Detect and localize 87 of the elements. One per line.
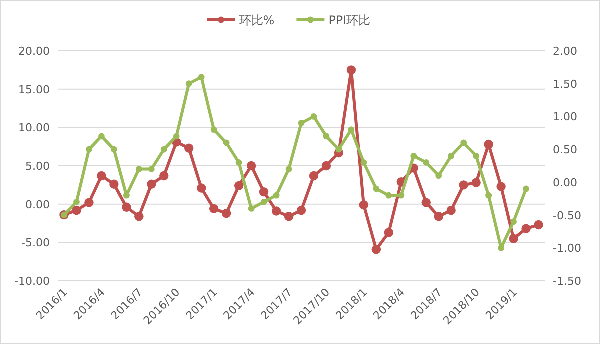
point	[160, 171, 169, 181]
point	[122, 202, 132, 212]
y2-tick-label: 1.50	[553, 78, 578, 91]
point	[336, 146, 342, 153]
point	[134, 212, 144, 222]
point	[234, 181, 244, 191]
point	[197, 184, 206, 193]
y-tick-label: 20.00	[18, 45, 50, 58]
point	[322, 161, 332, 171]
point	[209, 204, 219, 214]
point	[72, 206, 82, 216]
point	[523, 186, 530, 192]
point	[222, 208, 232, 218]
point	[123, 192, 130, 199]
point	[498, 244, 504, 252]
y2-tick-label: 0.50	[553, 144, 578, 157]
y-tick-label: 10.00	[18, 122, 50, 135]
point	[184, 144, 194, 153]
point	[323, 133, 330, 140]
point	[310, 114, 318, 120]
point	[473, 152, 480, 160]
point	[248, 206, 255, 212]
point	[486, 192, 492, 199]
point	[509, 234, 518, 244]
point	[86, 146, 92, 153]
point	[260, 198, 268, 206]
point	[346, 66, 356, 75]
point	[97, 171, 106, 181]
point	[398, 192, 405, 199]
point	[309, 171, 319, 181]
point	[284, 212, 294, 222]
point	[373, 186, 380, 192]
y-tick-label: 5.00	[26, 160, 50, 173]
y-tick-label: -10.00	[14, 275, 50, 288]
point	[434, 212, 444, 222]
point	[446, 206, 456, 216]
point	[459, 180, 468, 190]
point	[298, 120, 305, 126]
point	[173, 133, 180, 140]
point	[148, 166, 155, 172]
point	[223, 140, 230, 146]
point	[110, 146, 118, 153]
y-tick-label: 0.00	[26, 198, 50, 212]
point	[147, 180, 156, 189]
point	[522, 224, 531, 234]
point	[386, 192, 392, 199]
point	[448, 152, 455, 160]
point	[423, 160, 430, 166]
legend-label: 环比%	[239, 14, 275, 28]
point	[384, 228, 394, 238]
y2-tick-label: -0.50	[553, 209, 582, 222]
point	[236, 160, 242, 166]
y2-tick-label: -1.50	[553, 275, 582, 288]
point	[422, 198, 431, 208]
point	[74, 198, 80, 206]
y-tick-label: 15.00	[18, 83, 50, 96]
point	[160, 146, 168, 153]
point	[210, 126, 218, 134]
point	[436, 172, 442, 180]
point	[484, 140, 494, 150]
point	[296, 206, 306, 216]
point	[534, 220, 544, 230]
point	[246, 161, 256, 171]
y2-tick-label: -1.00	[553, 242, 582, 256]
point	[360, 160, 368, 166]
point	[273, 192, 280, 199]
legend-label: PPI环比	[328, 14, 371, 28]
point	[286, 166, 292, 172]
point	[84, 198, 94, 208]
point	[198, 74, 205, 80]
point	[272, 206, 282, 216]
point	[510, 218, 517, 226]
point	[372, 244, 382, 254]
point	[359, 200, 369, 210]
point	[472, 178, 481, 188]
point	[410, 152, 418, 160]
point	[259, 187, 269, 197]
point	[460, 140, 468, 146]
point	[98, 133, 105, 140]
point	[136, 166, 142, 172]
y2-tick-label: 0.00	[553, 176, 578, 190]
point	[110, 180, 119, 189]
y2-tick-label: 1.00	[553, 110, 578, 124]
point	[496, 182, 506, 192]
point	[186, 80, 192, 88]
y2-tick-label: 2.00	[553, 45, 578, 58]
y-tick-label: -5.00	[22, 236, 50, 250]
